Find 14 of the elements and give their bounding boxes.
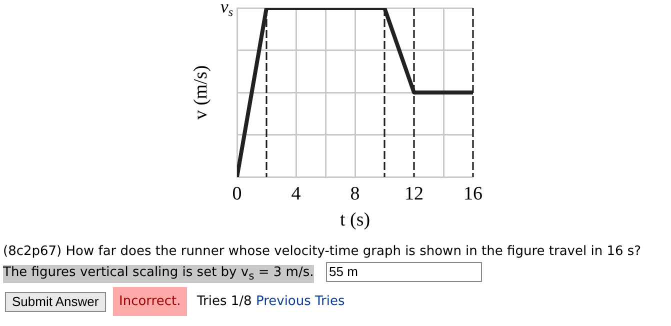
- x-tick-label: 4: [291, 183, 302, 204]
- text: Incorrect.: [113, 287, 187, 316]
- x-tick-label: 0: [232, 183, 242, 204]
- text: Submit Answer: [5, 292, 106, 312]
- text: Previous Tries: [256, 294, 345, 309]
- text: (8c2p67) How far does the runner whose velocity-time graph is shown in the figure travel in 16 s?: [3, 244, 642, 259]
- text: 55 m: [326, 262, 482, 282]
- x-tick-label: 16: [464, 183, 482, 204]
- text: The figures vertical scaling is set by v$_{s}$ = 3 m/s.: [3, 265, 314, 283]
- y-axis-title: v (m/s): [190, 65, 212, 120]
- text: Tries 1/8: [197, 294, 252, 309]
- x-tick-label: 8: [350, 183, 360, 204]
- x-axis-title: t (s): [340, 210, 370, 231]
- x-tick-label: 12: [404, 183, 424, 204]
